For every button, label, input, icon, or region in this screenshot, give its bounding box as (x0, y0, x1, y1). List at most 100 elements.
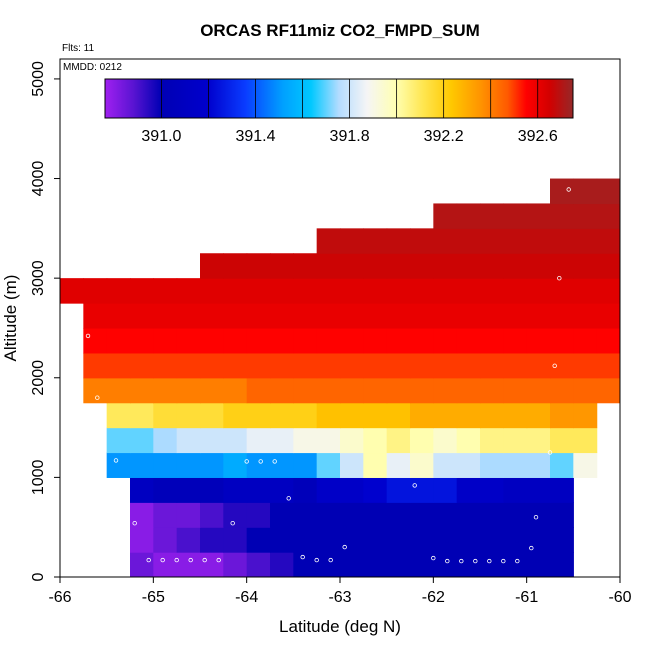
colorbar: 391.0 391.4 391.8 392.2 392.6 (104, 78, 574, 145)
heatmap-cell (270, 427, 294, 454)
heatmap-cell (480, 253, 504, 279)
heatmap-cell (433, 327, 458, 354)
heatmap-cell (596, 278, 620, 304)
heatmap-cell (573, 377, 598, 404)
heatmap-cell (153, 402, 178, 429)
heatmap-cell (480, 427, 504, 454)
heatmap-cell (270, 352, 294, 379)
heatmap-cell (480, 402, 504, 429)
heatmap-cell (316, 278, 341, 304)
heatmap-cell (573, 278, 598, 304)
heatmap-cell (386, 452, 411, 478)
heatmap-cell (200, 502, 224, 528)
heatmap-cell (433, 278, 458, 304)
heatmap-cell (153, 427, 178, 454)
heatmap-cell (620, 378, 644, 404)
heatmap-cell (620, 253, 644, 279)
heatmap-cell (526, 278, 551, 304)
heatmap-cell (270, 278, 294, 304)
heatmap-cell (83, 327, 108, 354)
heatmap-cell (573, 352, 598, 379)
heatmap-cell (176, 352, 201, 379)
heatmap-cell (340, 327, 364, 354)
heatmap-cell (596, 303, 620, 329)
heatmap-cell (456, 502, 481, 528)
colorbar-tick-label: 391.4 (235, 128, 275, 145)
heatmap-cell (503, 502, 528, 528)
heatmap-cell (106, 278, 131, 304)
colorbar-gradient (104, 78, 574, 119)
heatmap-cell (153, 477, 178, 503)
heatmap-cell (503, 327, 528, 354)
heatmap-cell (223, 352, 248, 379)
heatmap-cell (550, 552, 574, 577)
observation-point (314, 557, 319, 563)
heatmap-cell (176, 527, 201, 553)
heatmap-cell (316, 303, 341, 329)
heatmap-cell (223, 303, 248, 329)
heatmap-cell (503, 427, 528, 454)
heatmap-cell (596, 178, 620, 205)
heatmap-cell (200, 303, 224, 329)
heatmap-cell (246, 278, 271, 304)
observation-point (174, 557, 179, 563)
heatmap-cell (293, 552, 318, 577)
heatmap-cell (410, 278, 434, 304)
heatmap-cell (200, 527, 224, 553)
heatmap-cell (130, 552, 154, 577)
heatmap-cell (223, 327, 248, 354)
heatmap-cell (340, 253, 364, 279)
heatmap-cell (200, 253, 224, 279)
heatmap-cell (526, 477, 551, 503)
heatmap-cell (410, 402, 434, 429)
heatmap-cell (596, 327, 620, 354)
heatmap-cell (200, 477, 224, 503)
heatmap-cell (130, 352, 154, 379)
heatmap-cell (363, 303, 388, 329)
heatmap-cell (433, 552, 458, 577)
heatmap-cell (316, 502, 341, 528)
heatmap-cell (223, 253, 248, 279)
heatmap-cell (433, 502, 458, 528)
heatmap-cell (620, 228, 644, 254)
heatmap-cell (316, 352, 341, 379)
heatmap-cell (106, 377, 131, 404)
heatmap-cell (456, 303, 481, 329)
heatmap-cell (363, 452, 388, 478)
heatmap-cell (503, 253, 528, 279)
heatmap-cell (246, 352, 271, 379)
heatmap-cell (293, 402, 318, 429)
heatmap-cell (176, 327, 201, 354)
heatmap-cell (153, 527, 178, 553)
observation-point (160, 557, 165, 563)
heatmap-cell (643, 253, 650, 279)
heatmap-cell (410, 228, 434, 254)
heatmap-cell (456, 352, 481, 379)
heatmap-cell (550, 253, 574, 279)
heatmap-cell (270, 253, 294, 279)
heatmap-cell (363, 427, 388, 454)
heatmap-cell (246, 253, 271, 279)
heatmap-cell (340, 377, 364, 404)
heatmap-cell (480, 352, 504, 379)
observation-point (258, 459, 263, 464)
heatmap-cell (550, 452, 574, 478)
heatmap-cell (316, 228, 341, 254)
heatmap-cell (410, 477, 434, 503)
heatmap-cell (246, 427, 271, 454)
heatmap-cell (223, 552, 248, 577)
heatmap-cell (480, 327, 504, 354)
heatmap-cell (270, 377, 294, 404)
observation-point (431, 555, 436, 561)
heatmap-cell (433, 253, 458, 279)
observation-point (533, 515, 539, 520)
heatmap-cell (620, 203, 644, 229)
observation-point (445, 558, 450, 564)
heatmap-cell (200, 377, 224, 404)
heatmap-cell (503, 452, 528, 478)
observation-point (566, 187, 571, 192)
heatmap-cell (503, 278, 528, 304)
heatmap-cell (550, 352, 574, 379)
heatmap-cell (106, 327, 131, 354)
observation-point (459, 558, 464, 564)
